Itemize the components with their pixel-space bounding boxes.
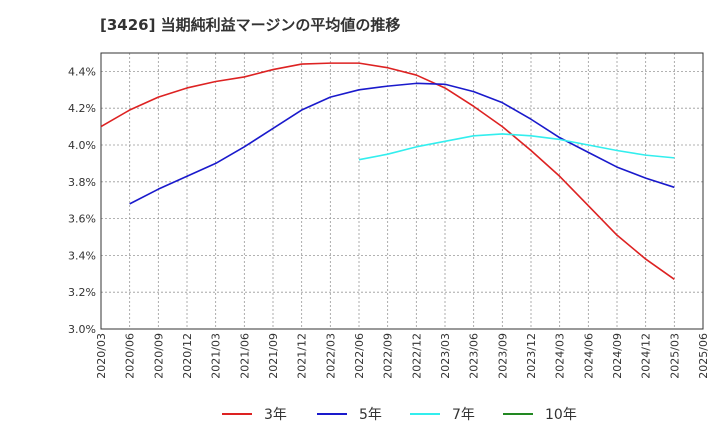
y-tick-label: 3.6% (68, 213, 96, 226)
x-tick-label: 2021/09 (267, 333, 280, 379)
plot-area (101, 53, 703, 329)
x-tick-label: 2020/12 (181, 333, 194, 379)
x-tick-label: 2024/09 (611, 333, 624, 379)
plot-frame (100, 52, 704, 330)
x-tick-label: 2020/06 (124, 333, 137, 379)
legend-label: 10年 (545, 407, 577, 423)
x-tick-label: 2023/12 (525, 333, 538, 379)
x-tick-label: 2022/06 (353, 333, 366, 379)
x-tick-label: 2024/06 (582, 333, 595, 379)
y-tick-label: 4.4% (68, 65, 96, 78)
x-tick-label: 2022/09 (382, 333, 395, 379)
x-axis-ticks: 2020/03 2020/06 2020/09 2020/12 2021/03 2021/… (95, 333, 710, 379)
y-tick-label: 4.2% (68, 102, 96, 115)
x-tick-label: 2022/03 (324, 333, 337, 379)
series-lines (100, 62, 675, 280)
series-line-3 (358, 133, 675, 161)
legend-label: 5年 (359, 407, 382, 423)
grid-lines (101, 53, 703, 329)
x-tick-label: 2025/03 (668, 333, 681, 379)
y-tick-label: 3.2% (68, 286, 96, 299)
x-tick-label: 2024/03 (554, 333, 567, 379)
y-axis-ticks: 3.0% 3.2% 3.4% 3.6% 3.8% 4.0% 4.2% 4.4% (68, 65, 96, 336)
x-tick-label: 2021/03 (210, 333, 223, 379)
x-tick-label: 2024/12 (640, 333, 653, 379)
y-tick-label: 3.0% (68, 323, 96, 336)
legend-label: 3年 (264, 407, 287, 423)
y-tick-label: 3.4% (68, 249, 96, 262)
series-line-2 (129, 82, 675, 205)
x-tick-label: 2025/06 (697, 333, 710, 379)
chart-title: [3426] 当期純利益マージンの平均値の推移 (100, 16, 401, 34)
x-tick-label: 2021/12 (296, 333, 309, 379)
x-tick-label: 2022/12 (410, 333, 423, 379)
legend: 3年 5年 7年 10年 (222, 407, 577, 423)
x-tick-label: 2021/06 (238, 333, 251, 379)
x-tick-label: 2020/03 (95, 333, 108, 379)
x-tick-label: 2023/06 (468, 333, 481, 379)
legend-label: 7年 (452, 407, 475, 423)
y-tick-label: 3.8% (68, 176, 96, 189)
x-tick-label: 2023/03 (439, 333, 452, 379)
x-tick-label: 2023/09 (496, 333, 509, 379)
y-tick-label: 4.0% (68, 139, 96, 152)
x-tick-label: 2020/09 (152, 333, 165, 379)
series-line-1 (100, 62, 675, 280)
